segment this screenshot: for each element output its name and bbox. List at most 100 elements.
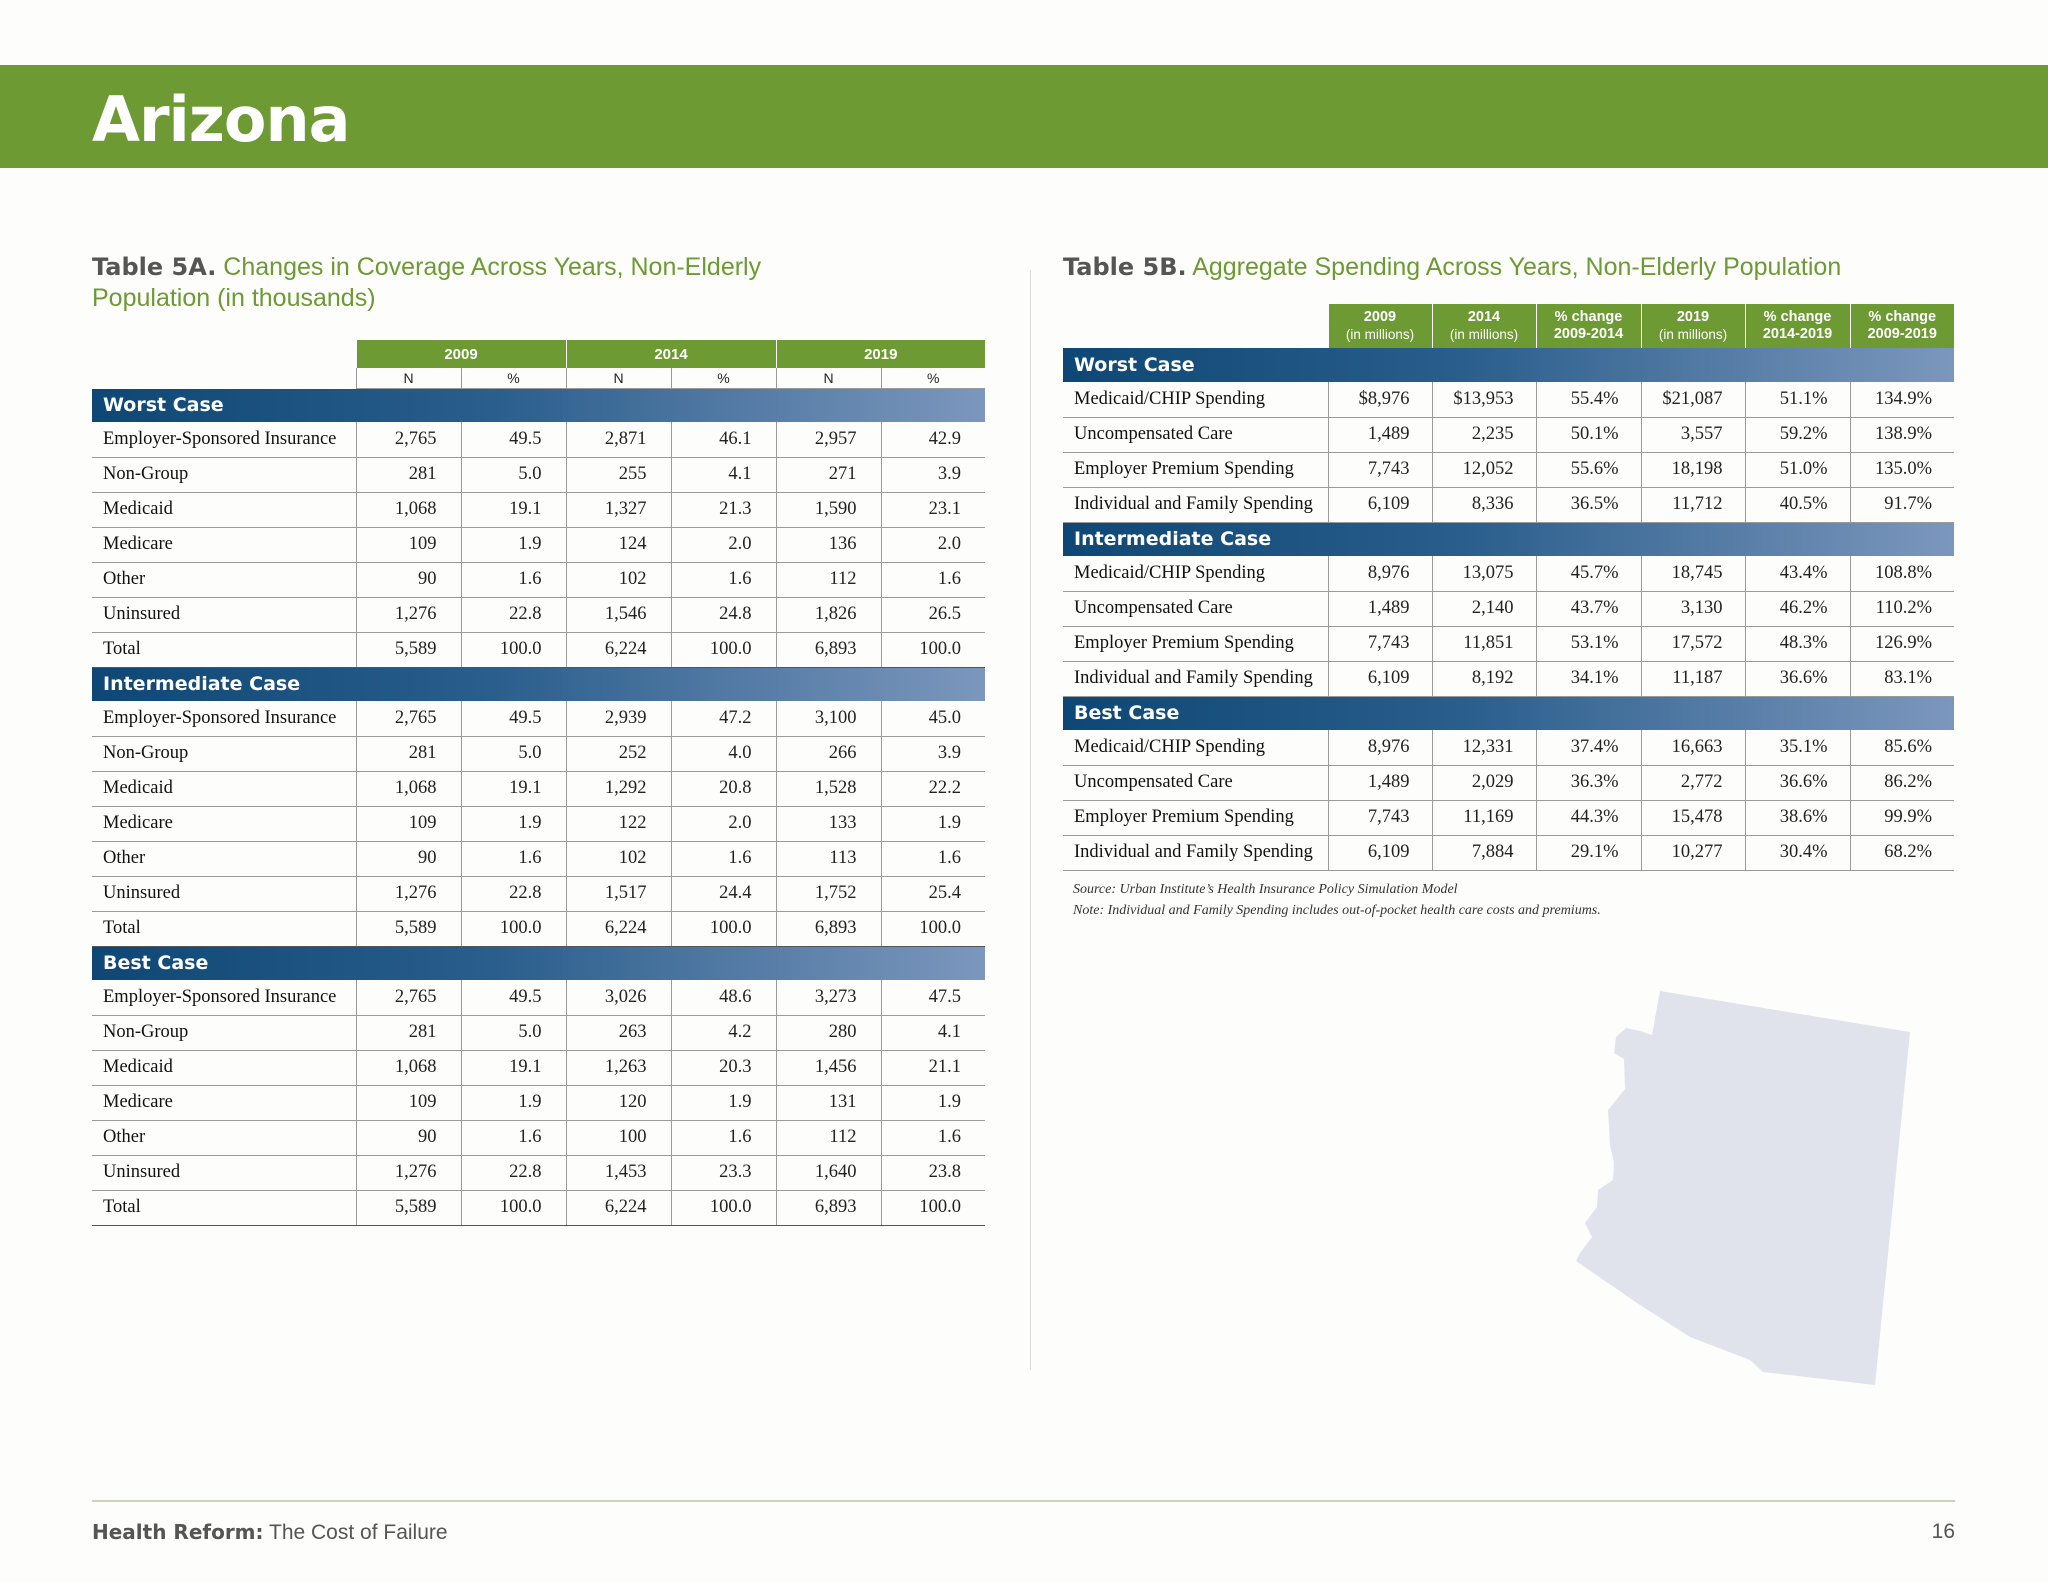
section-title: Intermediate Case <box>92 667 985 701</box>
year-header: 2014 <box>565 340 776 368</box>
cell-value: 100.0 <box>670 1190 776 1226</box>
table-row: Individual and Family Spending 6,109 8,192… <box>1063 661 1954 697</box>
row-label: Individual and Family Spending <box>1063 487 1328 523</box>
cell-value: 134.9% <box>1849 382 1954 418</box>
cell-value: 6,893 <box>775 911 881 947</box>
row-label: Total <box>92 911 356 947</box>
cell-value: 59.2% <box>1744 417 1850 453</box>
cell-value: 1.9 <box>460 806 566 842</box>
cell-value: 44.3% <box>1535 800 1641 836</box>
cell-value: 1.6 <box>670 1120 776 1156</box>
cell-value: 252 <box>565 736 671 772</box>
cell-value: 29.1% <box>1535 835 1641 871</box>
cell-value: 22.2 <box>880 771 985 807</box>
cell-value: 1,068 <box>355 771 461 807</box>
cell-value: 100.0 <box>670 911 776 947</box>
cell-value: 55.6% <box>1535 452 1641 488</box>
table-row: Other 90 1.6 102 1.6 112 1.6 <box>92 562 985 598</box>
table-5a-title: Table 5A. Changes in Coverage Across Yea… <box>92 252 761 314</box>
row-label: Non-Group <box>92 736 356 772</box>
cell-value: 90 <box>355 841 461 877</box>
cell-value: 11,187 <box>1640 661 1745 697</box>
cell-value: 3,557 <box>1640 417 1745 453</box>
cell-value: 2,871 <box>565 422 671 458</box>
cell-value: 100 <box>565 1120 671 1156</box>
row-label: Uninsured <box>92 1155 356 1191</box>
cell-value: 2,772 <box>1640 765 1745 801</box>
cell-value: 3.9 <box>880 736 985 772</box>
section-header-row: Best Case <box>92 946 985 980</box>
column-subheader: % <box>670 368 776 389</box>
year-header: 2019 <box>775 340 985 368</box>
cell-value: 12,052 <box>1431 452 1536 488</box>
cell-value: 1.9 <box>880 1085 985 1121</box>
cell-value: 1.6 <box>880 562 985 598</box>
cell-value: 3,273 <box>775 980 881 1016</box>
row-label: Uncompensated Care <box>1063 417 1328 453</box>
cell-value: 36.6% <box>1744 661 1850 697</box>
source-note: Source: Urban Institute’s Health Insuran… <box>1073 882 1458 897</box>
cell-value: 138.9% <box>1849 417 1954 453</box>
cell-value: 4.1 <box>880 1015 985 1051</box>
cell-value: 100.0 <box>880 1190 985 1226</box>
cell-value: 1.9 <box>460 1085 566 1121</box>
cell-value: 23.1 <box>880 492 985 528</box>
cell-value: 22.8 <box>460 597 566 633</box>
table-row: Medicare 109 1.9 120 1.9 131 1.9 <box>92 1085 985 1121</box>
cell-value: 1,292 <box>565 771 671 807</box>
cell-value: 1,453 <box>565 1155 671 1191</box>
cell-value: 51.1% <box>1744 382 1850 418</box>
cell-value: 100.0 <box>670 632 776 668</box>
cell-value: 51.0% <box>1744 452 1850 488</box>
table-5a-label: Table 5A. <box>92 253 217 281</box>
footer-text: The Cost of Failure <box>263 1521 448 1544</box>
cell-value: 7,743 <box>1327 800 1432 836</box>
cell-value: 38.6% <box>1744 800 1850 836</box>
cell-value: 1.6 <box>880 1120 985 1156</box>
cell-value: 99.9% <box>1849 800 1954 836</box>
column-header-top: % change <box>1554 309 1623 325</box>
row-label: Uncompensated Care <box>1063 765 1328 801</box>
cell-value: 1.9 <box>460 527 566 563</box>
page-number: 16 <box>1931 1520 1955 1543</box>
cell-value: 20.3 <box>670 1050 776 1086</box>
cell-value: 36.6% <box>1744 765 1850 801</box>
cell-value: 281 <box>355 457 461 493</box>
cell-value: 34.1% <box>1535 661 1641 697</box>
cell-value: 43.7% <box>1535 591 1641 627</box>
cell-value: 35.1% <box>1744 730 1850 766</box>
row-label: Employer Premium Spending <box>1063 626 1328 662</box>
cell-value: 4.2 <box>670 1015 776 1051</box>
row-label: Medicaid/CHIP Spending <box>1063 556 1328 592</box>
cell-value: 124 <box>565 527 671 563</box>
cell-value: 11,712 <box>1640 487 1745 523</box>
cell-value: 102 <box>565 841 671 877</box>
table-row: Total 5,589 100.0 6,224 100.0 6,893 100.0 <box>92 1190 985 1226</box>
cell-value: 42.9 <box>880 422 985 458</box>
row-label: Medicare <box>92 806 356 842</box>
table-row: Uncompensated Care 1,489 2,140 43.7% 3,130 46… <box>1063 591 1954 627</box>
cell-value: 16,663 <box>1640 730 1745 766</box>
table-row: Medicare 109 1.9 124 2.0 136 2.0 <box>92 527 985 563</box>
cell-value: 24.8 <box>670 597 776 633</box>
footer-rule <box>92 1500 1955 1502</box>
cell-value: 109 <box>355 1085 461 1121</box>
cell-value: 1,640 <box>775 1155 881 1191</box>
cell-value: 47.2 <box>670 701 776 737</box>
cell-value: 255 <box>565 457 671 493</box>
cell-value: 86.2% <box>1849 765 1954 801</box>
column-header-bottom: (in millions) <box>1449 327 1519 342</box>
cell-value: 1,489 <box>1327 765 1432 801</box>
cell-value: 2.0 <box>880 527 985 563</box>
cell-value: 8,336 <box>1431 487 1536 523</box>
cell-value: 2,765 <box>355 701 461 737</box>
table-row: Employer-Sponsored Insurance 2,765 49.5 3,0… <box>92 980 985 1016</box>
row-label: Medicare <box>92 1085 356 1121</box>
table-row: Medicaid 1,068 19.1 1,263 20.3 1,456 21.1 <box>92 1050 985 1086</box>
cell-value: 281 <box>355 736 461 772</box>
cell-value: 8,976 <box>1327 730 1432 766</box>
cell-value: 1.9 <box>670 1085 776 1121</box>
cell-value: 50.1% <box>1535 417 1641 453</box>
cell-value: 36.3% <box>1535 765 1641 801</box>
table-row: Employer Premium Spending 7,743 11,851 53.1… <box>1063 626 1954 662</box>
